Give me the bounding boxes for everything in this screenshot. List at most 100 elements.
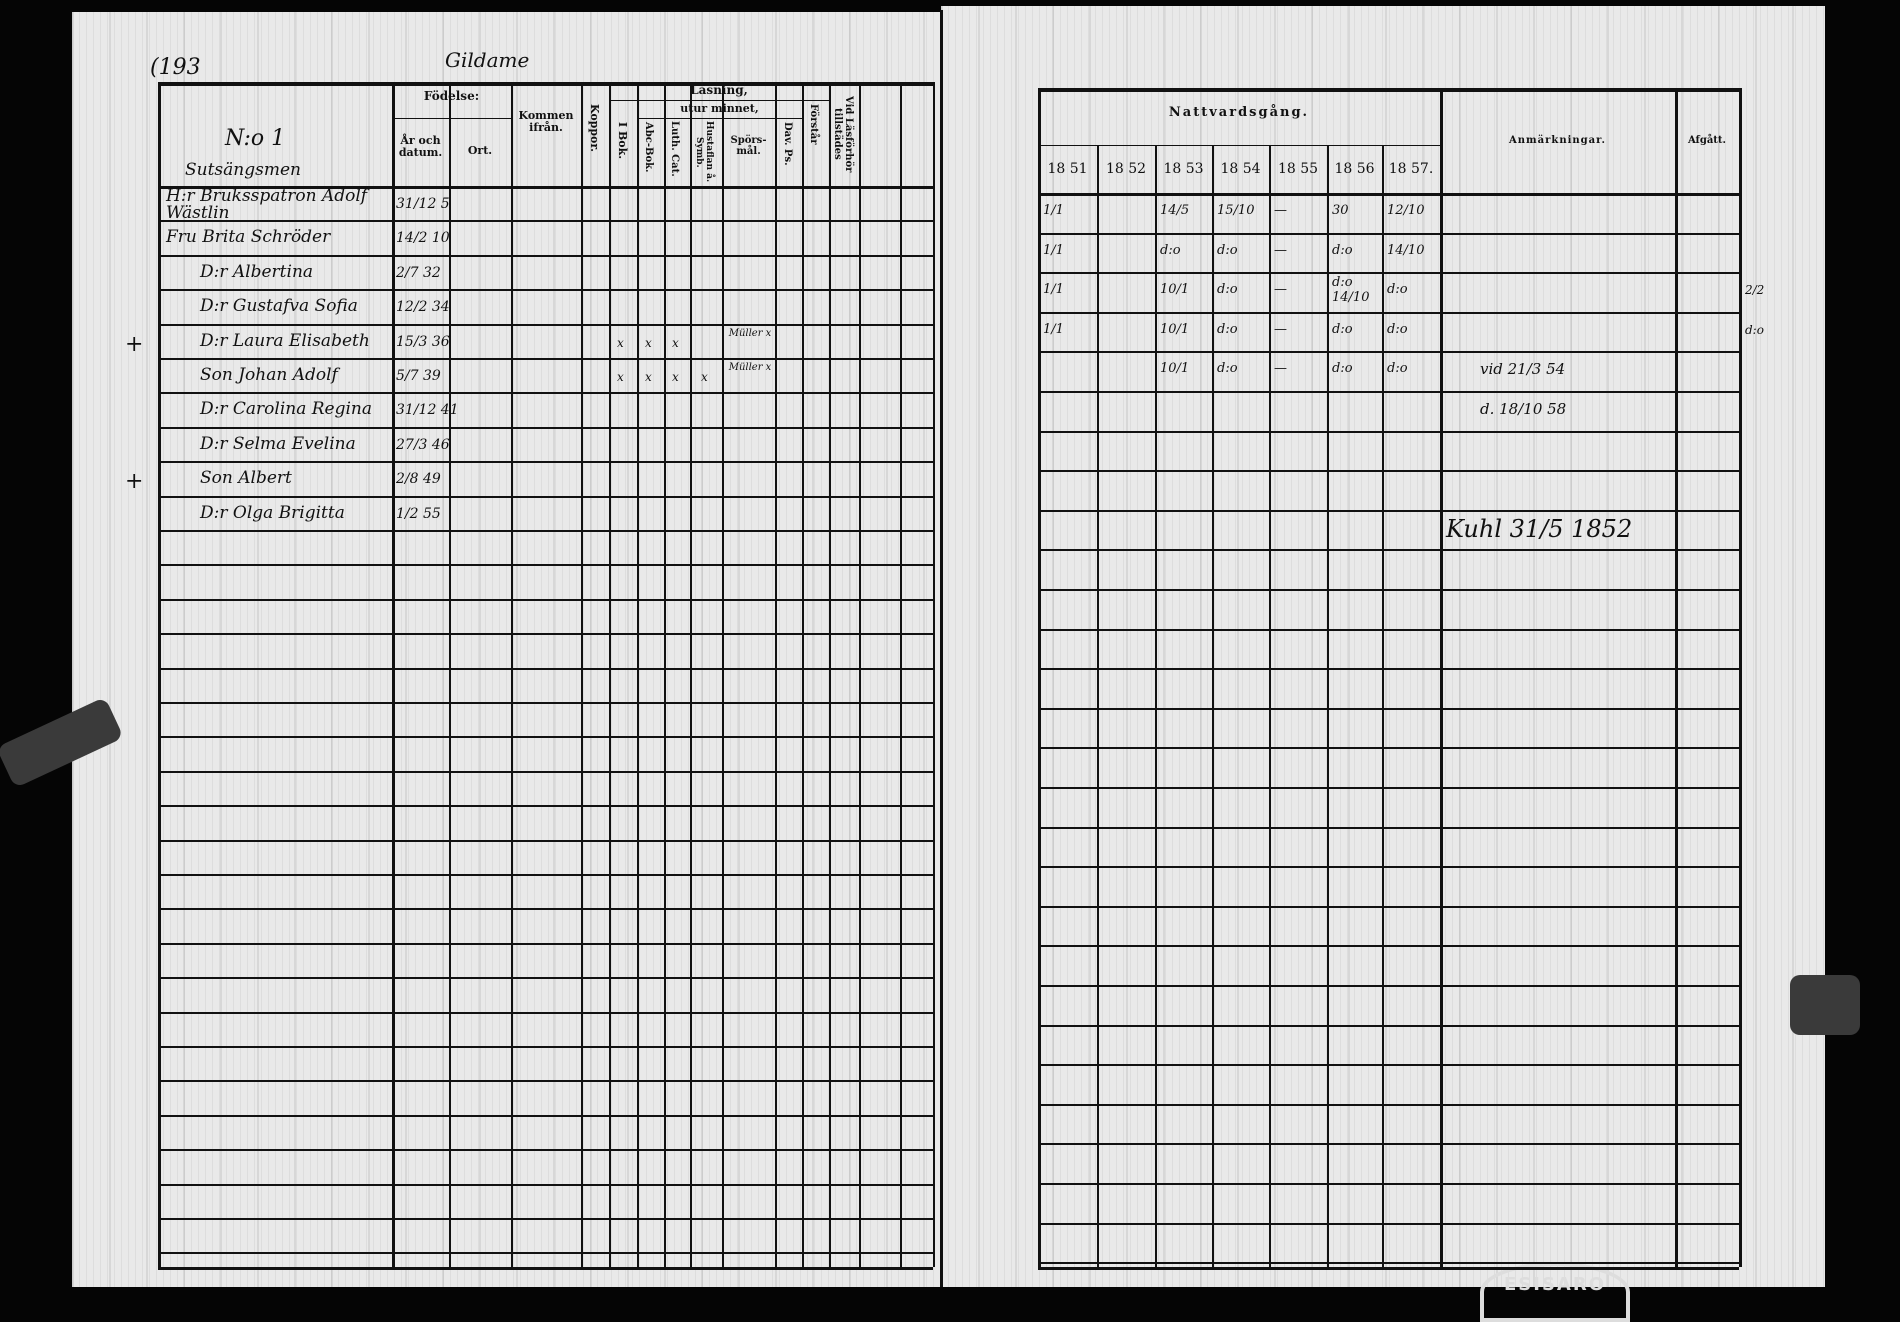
- communion-entry: d:o: [1387, 361, 1408, 377]
- row-rule: [1038, 145, 1440, 146]
- column-rule: [690, 82, 692, 1267]
- header-year: 18 53: [1163, 161, 1204, 177]
- row-rule: [1038, 88, 1739, 92]
- column-rule: [1739, 88, 1742, 1267]
- column-rule: [1097, 145, 1099, 1267]
- communion-entry: 1/1: [1043, 203, 1064, 218]
- row-rule: [158, 1046, 933, 1048]
- row-rule: [158, 702, 933, 704]
- row-rule: [1038, 1143, 1739, 1145]
- row-rule: [1038, 945, 1739, 947]
- birth-date: 2/8 49: [396, 471, 441, 488]
- sporsmal-mark: Müller x: [728, 362, 772, 373]
- header-lasning: Läsning,: [690, 83, 748, 97]
- header-afgatt: Afgått.: [1687, 135, 1727, 146]
- birth-date: 1/2 55: [396, 505, 441, 522]
- row-rule: [158, 186, 933, 189]
- i-bok-mark: x: [617, 370, 624, 384]
- column-rule: [392, 82, 395, 1267]
- communion-entry: 12/10: [1387, 203, 1425, 218]
- person-name: Son Albert: [200, 468, 292, 489]
- column-rule: [581, 82, 583, 1267]
- header-i-bok: I Bok.: [616, 122, 630, 160]
- communion-entry: d:o: [1160, 242, 1181, 258]
- communion-entry: 30: [1332, 203, 1349, 218]
- communion-entry: d:o 14/10: [1332, 275, 1370, 306]
- luth-cat-mark: x: [672, 335, 679, 350]
- row-rule: [158, 1115, 933, 1117]
- column-rule: [158, 82, 161, 1267]
- communion-entry: d:o: [1332, 242, 1353, 258]
- column-rule: [933, 82, 935, 1267]
- column-rule: [940, 10, 943, 1287]
- header-year: 18 55: [1277, 161, 1319, 177]
- parish-name: Gildame: [445, 48, 530, 72]
- birth-date: 15/3 36: [396, 333, 450, 350]
- person-name: Son Johan Adolf: [200, 365, 338, 385]
- row-rule: [158, 255, 933, 257]
- row-rule: [158, 805, 933, 807]
- row-rule: [1038, 312, 1739, 314]
- communion-entry: —: [1274, 242, 1287, 258]
- row-rule: [609, 100, 829, 101]
- header-nattvardsgang: Nattvardsgång.: [1168, 105, 1310, 120]
- header-year: 18 54: [1220, 161, 1261, 177]
- person-name: D:r Albertina: [200, 261, 314, 282]
- header-abc-bok: Abc-Bok.: [643, 122, 654, 173]
- row-rule: [1038, 787, 1739, 789]
- afgatt-entry: d:o: [1745, 322, 1764, 337]
- row-rule: [1038, 1183, 1739, 1185]
- row-rule: [158, 1149, 933, 1151]
- row-rule: [158, 908, 933, 910]
- column-rule: [829, 82, 831, 1267]
- column-rule: [1269, 145, 1271, 1267]
- column-rule: [1155, 145, 1157, 1267]
- communion-entry: —: [1274, 282, 1287, 298]
- page-number: (193: [150, 55, 201, 80]
- communion-entry: d:o: [1217, 242, 1238, 258]
- row-rule: [158, 771, 933, 773]
- header-ar-och-datum: År och datum.: [398, 134, 443, 160]
- column-rule: [1440, 88, 1443, 1267]
- column-rule: [775, 82, 777, 1267]
- communion-entry: 1/1: [1043, 321, 1064, 337]
- row-rule: [158, 1218, 933, 1220]
- row-rule: [1038, 391, 1739, 393]
- communion-entry: d:o: [1387, 321, 1408, 337]
- row-rule: [158, 496, 933, 498]
- communion-entry: 14/10: [1387, 242, 1425, 258]
- remark: vid 21/3 54: [1480, 360, 1566, 379]
- birth-date: 14/2 10: [396, 230, 450, 247]
- row-rule: [158, 461, 933, 463]
- row-rule: [158, 530, 933, 532]
- row-rule: [1038, 193, 1739, 196]
- column-rule: [637, 82, 639, 1267]
- row-rule: [158, 1080, 933, 1082]
- remark: Kuhl 31/5 1852: [1446, 514, 1633, 543]
- row-rule: [1038, 906, 1739, 908]
- row-rule: [1038, 1262, 1739, 1264]
- person-name: Fru Brita Schröder: [166, 227, 331, 248]
- header-year: 18 56: [1334, 161, 1375, 177]
- birth-date: 31/12 5: [396, 196, 450, 212]
- row-rule: [392, 118, 511, 119]
- header-year: 18 57.: [1388, 161, 1434, 177]
- communion-entry: 10/1: [1160, 361, 1190, 377]
- row-rule: [158, 633, 933, 635]
- luth-cat-mark: x: [672, 370, 679, 384]
- row-rule: [1038, 351, 1739, 353]
- row-rule: [158, 427, 933, 429]
- row-rule: [1038, 1267, 1739, 1270]
- abc-bok-mark: x: [645, 370, 652, 384]
- row-rule: [1038, 1064, 1739, 1066]
- birth-date: 5/7 39: [396, 368, 441, 384]
- sporsmal-mark: Müller x: [728, 327, 772, 339]
- row-rule: [158, 1012, 933, 1014]
- row-rule: [158, 324, 933, 326]
- row-rule: [1038, 470, 1739, 472]
- person-name: D:r Laura Elisabeth: [200, 330, 370, 351]
- row-rule: [158, 392, 933, 394]
- person-name: D:r Carolina Regina: [200, 399, 373, 420]
- communion-entry: —: [1274, 361, 1287, 377]
- communion-entry: d:o: [1217, 361, 1238, 377]
